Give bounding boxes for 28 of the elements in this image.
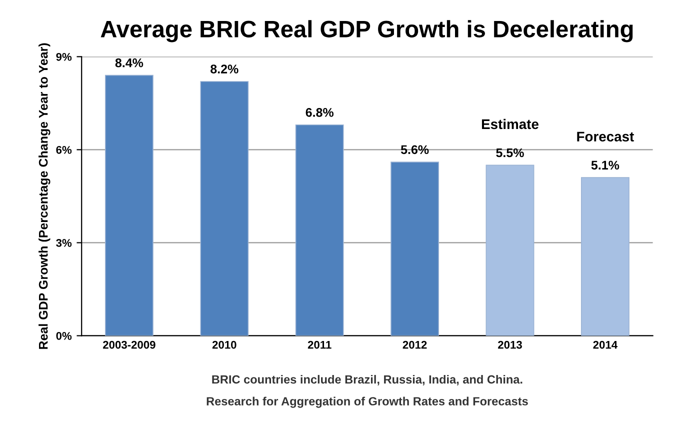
chart-title: Average BRIC Real GDP Growth is Decelerating (100, 20, 633, 42)
bar (295, 124, 344, 336)
bar (486, 164, 534, 336)
x-tick-label: 2013 (498, 340, 522, 349)
x-tick-label: 2011 (308, 340, 332, 349)
x-tick-label: 2010 (212, 340, 236, 349)
data-label: 5.6% (400, 145, 429, 154)
annotation: Forecast (577, 132, 634, 142)
y-tick-label: 9% (56, 52, 72, 61)
y-axis-title: Real GDP Growth (Percentage Change Year to Year) (38, 43, 50, 349)
y-tick-label: 6% (56, 146, 72, 154)
y-tick-label: 3% (56, 238, 72, 247)
bar (104, 74, 154, 336)
bar (200, 81, 249, 336)
x-tick-label: 2014 (593, 340, 618, 349)
x-tick-label: 2003-2009 (103, 340, 156, 349)
y-tick-label: 0% (56, 332, 72, 340)
bar (580, 177, 630, 336)
data-label: 5.1% (591, 160, 620, 170)
data-label: 6.8% (306, 108, 334, 117)
text: Research for Aggregation of Growth Rates and Forecasts (206, 396, 528, 408)
annotation: Estimate (482, 118, 538, 130)
data-label: 5.5% (496, 148, 524, 158)
data-label: 8.4% (115, 58, 144, 68)
bar (390, 162, 440, 336)
text: BRIC countries include Brazil, Russia, India, and China. (212, 374, 522, 386)
x-tick-label: 2012 (402, 340, 427, 349)
data-label: 8.2% (210, 64, 238, 74)
